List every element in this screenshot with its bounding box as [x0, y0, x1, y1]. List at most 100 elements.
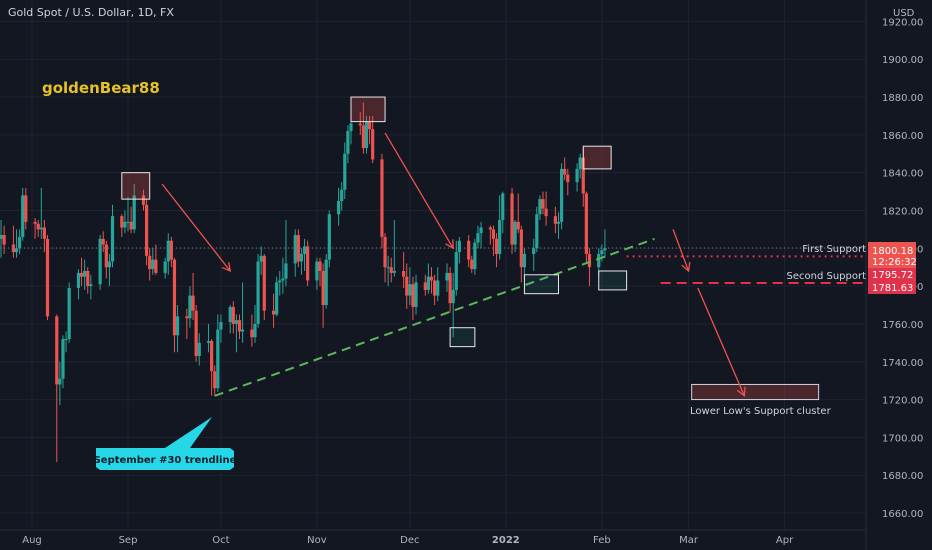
time-tick-label: Feb: [593, 535, 611, 546]
countdown-tag: 12:26:32: [872, 257, 917, 268]
candle-body: [240, 329, 245, 332]
candle-body: [33, 221, 37, 224]
candle-body: [386, 267, 390, 269]
candle-body: [45, 238, 50, 317]
candle-body: [380, 159, 384, 237]
candle-body: [522, 253, 527, 268]
candle-body: [538, 199, 542, 215]
price-tick-label: 1760.00: [882, 320, 923, 331]
first-support-label: First Support: [802, 244, 866, 255]
direction-arrow-head: [736, 386, 746, 398]
candle-body: [86, 270, 90, 287]
candle-body: [228, 306, 232, 323]
candle-body: [110, 216, 115, 262]
candle-body: [535, 214, 539, 249]
candle-body: [436, 280, 440, 296]
candle-body: [553, 216, 557, 224]
candle-body: [566, 174, 570, 183]
support-zone-box: [449, 327, 476, 348]
candle-body: [578, 157, 582, 169]
candle-body: [18, 236, 22, 249]
candle-body: [389, 267, 393, 273]
candle-body: [516, 221, 520, 230]
candle-body: [296, 235, 300, 262]
candle-body: [364, 121, 369, 149]
candle-body: [237, 320, 242, 332]
candle-body: [473, 242, 477, 270]
candle-body: [141, 195, 146, 205]
candle-body: [216, 329, 220, 389]
candle-body: [11, 244, 16, 253]
direction-arrow-head: [221, 262, 232, 273]
candle-body: [234, 320, 239, 324]
candle-body: [451, 289, 455, 304]
candle-body: [476, 233, 480, 243]
candle-body: [64, 339, 68, 341]
candle-body: [346, 131, 350, 154]
trendline-callout: September #30 trendline: [94, 417, 237, 470]
candle-body: [423, 282, 427, 290]
candle-body: [519, 229, 523, 268]
price-scale-tags: 1800.18 12:26:32 1795.72 1781.63: [868, 242, 917, 294]
current-price-tag: 1800.18: [872, 246, 913, 257]
candle-body: [250, 329, 254, 338]
candle-body: [532, 248, 536, 254]
candle-body: [55, 316, 59, 385]
candle-body: [600, 250, 604, 254]
candle-body: [491, 229, 496, 239]
candle-body: [144, 204, 149, 256]
candle-body: [42, 227, 46, 239]
price-tick-label: 1680.00: [882, 471, 923, 482]
candle-body: [120, 216, 124, 228]
candle-body: [21, 195, 25, 237]
candle-body: [457, 240, 461, 253]
candle-body: [24, 195, 28, 222]
trendline-callout-label: September #30 trendline: [94, 455, 237, 466]
candle-body: [402, 270, 406, 277]
candle-body: [278, 280, 282, 283]
direction-arrow: [384, 132, 454, 249]
candle-body: [454, 252, 458, 290]
candle-body: [39, 227, 43, 230]
candle-body: [231, 306, 235, 324]
direction-arrow: [697, 287, 745, 397]
candle-body: [299, 253, 304, 262]
second-support-label: Second Support: [786, 271, 866, 282]
candle-body: [101, 238, 105, 245]
candle-body: [104, 244, 108, 268]
chart-title: Gold Spot / U.S. Dollar, 1D, FX: [8, 6, 174, 19]
candle-body: [315, 261, 319, 281]
candle-body: [154, 259, 158, 273]
candle-body: [293, 235, 297, 264]
price-tick-label: 1740.00: [882, 358, 923, 369]
candle-body: [107, 261, 112, 268]
direction-arrow-head: [681, 261, 691, 273]
candle-body: [83, 270, 87, 277]
candle-body: [559, 168, 564, 222]
time-tick-label: Aug: [22, 535, 42, 546]
candle-body: [262, 255, 266, 311]
candle-body: [563, 168, 567, 175]
time-tick-label: Oct: [212, 535, 229, 546]
candle-body: [79, 272, 84, 277]
candle-body: [513, 221, 517, 245]
candlestick-series: [0, 102, 607, 462]
time-tick-label: Nov: [307, 535, 327, 546]
candle-body: [414, 282, 418, 307]
candle-body: [306, 246, 310, 281]
candle-body: [408, 284, 412, 296]
candle-body: [256, 261, 260, 324]
candle-body: [166, 240, 170, 262]
candle-body: [169, 240, 173, 260]
direction-arrow: [672, 229, 690, 272]
support-cluster-label: Lower Low's Support cluster: [690, 406, 832, 417]
candle-body: [213, 371, 217, 389]
candle-body: [67, 288, 71, 340]
candle-body: [358, 123, 362, 126]
candle-body: [367, 121, 372, 130]
candle-body: [61, 339, 65, 379]
candle-body: [340, 189, 344, 202]
candle-body: [271, 310, 276, 315]
